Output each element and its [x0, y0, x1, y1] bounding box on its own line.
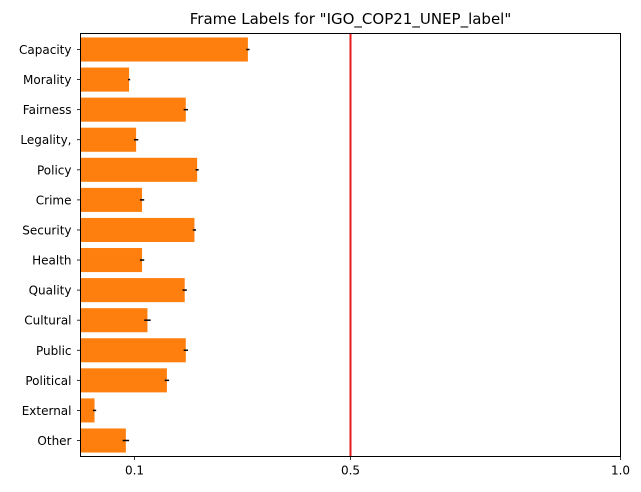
bar-policy [80, 157, 198, 182]
bar-fairness [80, 97, 186, 122]
x-tick-label: 1.0 [611, 464, 630, 478]
chart-title: Frame Labels for "IGO_COP21_UNEP_label" [190, 10, 512, 29]
bars-group [80, 37, 248, 453]
bar-cultural [80, 308, 148, 333]
bar-other [80, 428, 126, 453]
bar-external [80, 398, 95, 423]
error-bars-group [92, 48, 250, 442]
y-tick-label: Cultural [24, 314, 71, 328]
y-tick-label: Capacity [19, 43, 71, 57]
bar-health [80, 248, 143, 273]
y-tick-label: Public [36, 344, 72, 358]
x-tick-label: 0.1 [125, 464, 144, 478]
x-tick-label: 0.5 [341, 464, 360, 478]
bar-security [80, 217, 195, 242]
y-tick-label: Policy [37, 163, 72, 177]
y-tick-label: Other [37, 434, 71, 448]
x-axis: 0.1 0.5 1.0 [125, 456, 630, 478]
y-tick-label: Morality [23, 73, 71, 87]
y-tick-label: Health [32, 254, 71, 268]
bar-morality [80, 67, 130, 92]
y-tick-label: External [22, 404, 72, 418]
bar-public [80, 338, 186, 363]
bar-quality [80, 278, 185, 303]
bar-legality [80, 127, 137, 152]
bar-capacity [80, 37, 248, 62]
bar-crime [80, 187, 143, 212]
plot-frame [80, 33, 621, 457]
bar-political [80, 368, 167, 393]
y-tick-label: Crime [36, 193, 72, 207]
y-tick-label: Legality, [20, 133, 71, 147]
y-tick-label: Political [25, 374, 71, 388]
y-axis: Capacity Morality Fairness Legality, Policy C… [19, 43, 81, 448]
y-tick-label: Security [22, 223, 71, 237]
y-tick-label: Quality [29, 284, 72, 298]
y-tick-label: Fairness [23, 103, 72, 117]
